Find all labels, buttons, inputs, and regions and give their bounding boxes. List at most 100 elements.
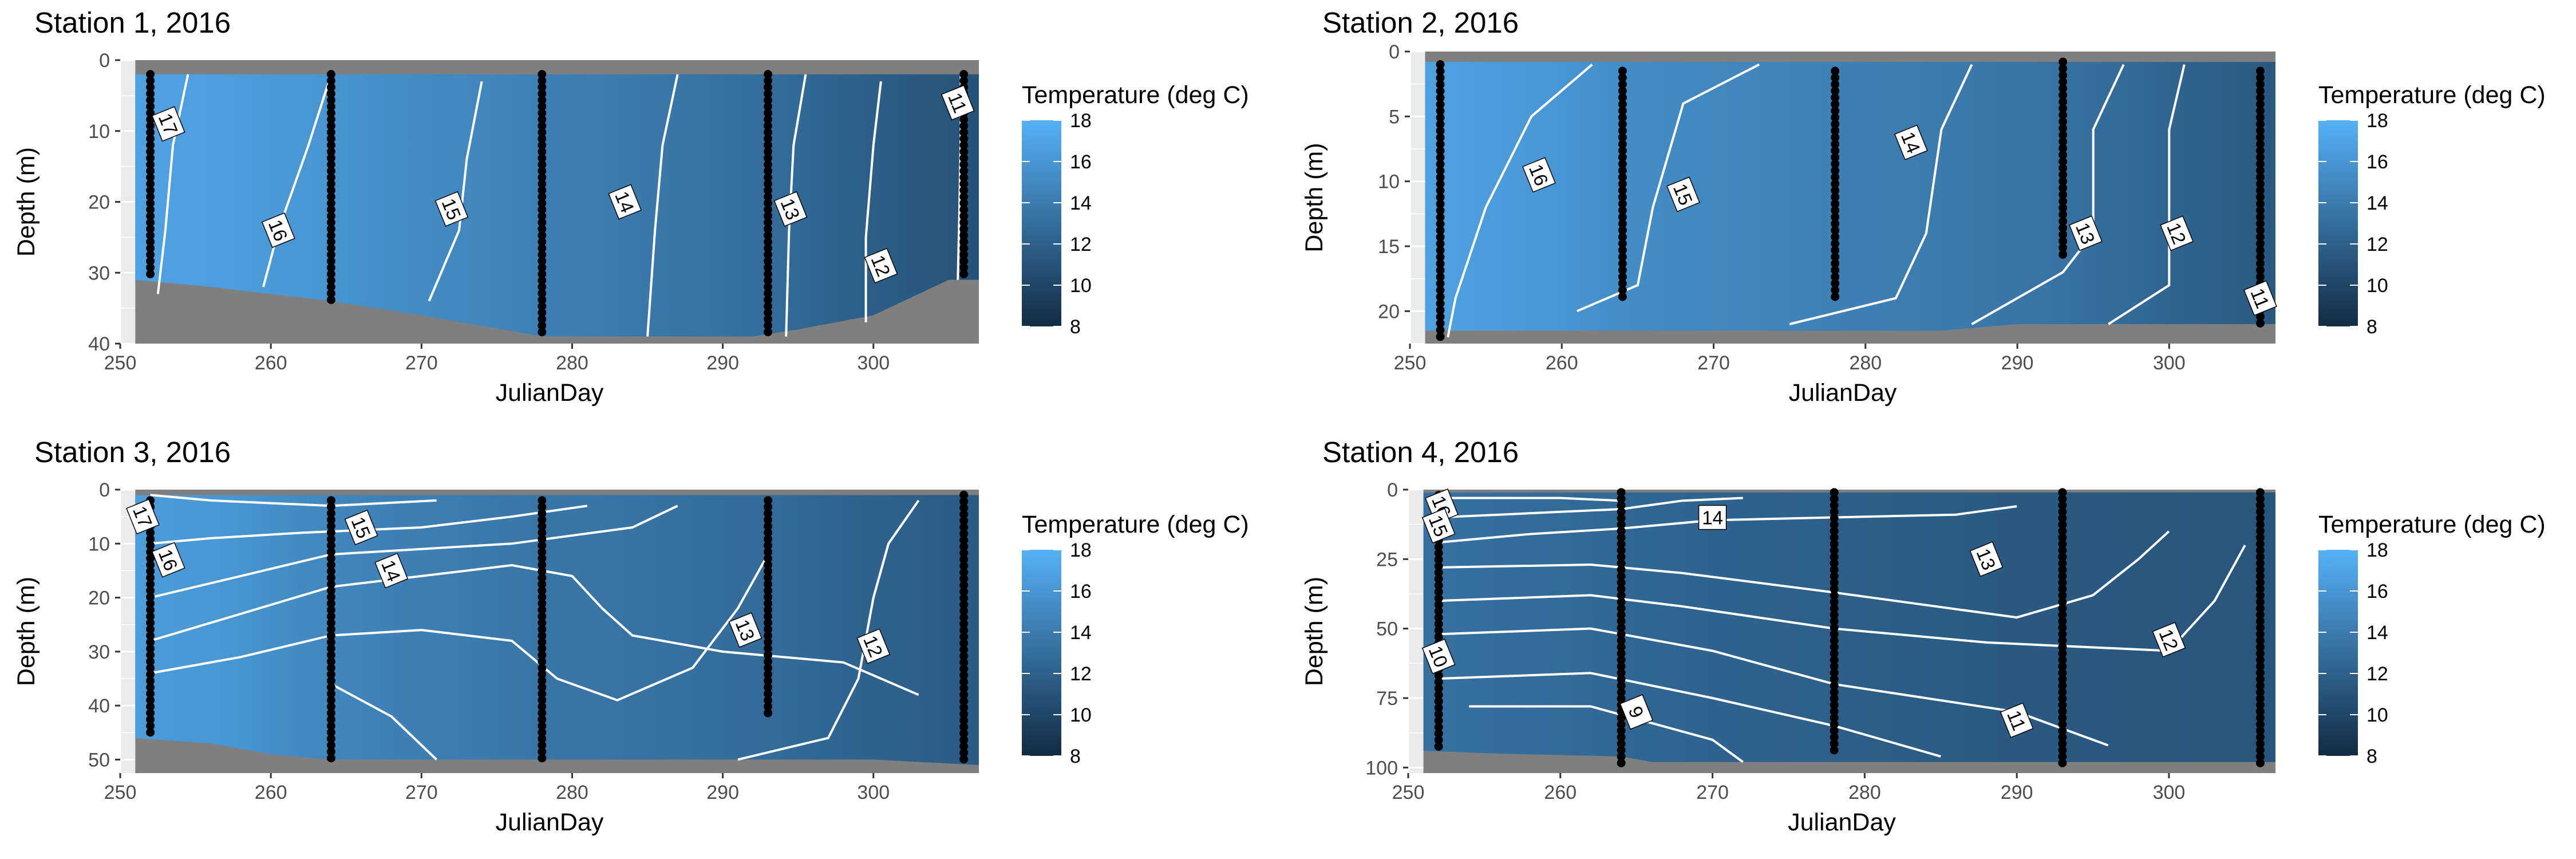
sample-point (326, 231, 335, 240)
sample-point (2059, 150, 2068, 159)
sample-points (146, 490, 969, 764)
sample-point (146, 96, 155, 105)
sample-point (326, 708, 335, 718)
sample-point (2058, 707, 2067, 716)
y-axis: 0 5 10 15 20 Depth (m) (1301, 41, 1410, 322)
sample-point (2058, 501, 2067, 510)
contour-label-box (864, 247, 898, 283)
legend-title: Temperature (deg C) (2318, 511, 2546, 538)
sample-point (959, 690, 969, 699)
sample-point (326, 747, 335, 756)
sample-point (2255, 591, 2265, 600)
contour-line-15 (150, 505, 678, 599)
sample-point (764, 612, 773, 621)
sample-point (326, 580, 335, 589)
sample-point (1831, 80, 1840, 89)
sample-point (2059, 164, 2068, 173)
sample-point (1434, 684, 1443, 693)
sample-point (2255, 212, 2265, 222)
sample-point (1831, 146, 1840, 155)
sample-point (146, 534, 155, 543)
sample-point (326, 612, 335, 621)
sample-point (764, 108, 773, 117)
sample-point (1436, 153, 1445, 162)
contour-label: 12 (856, 628, 891, 664)
sample-point (764, 173, 773, 182)
contour-line-13 (1439, 530, 2170, 619)
sample-point (764, 573, 773, 582)
contour-line-12 (864, 81, 882, 322)
contour-line-17 (156, 74, 189, 294)
sample-point (1830, 507, 1839, 517)
x-axis-label: JulianDay (496, 809, 604, 836)
sample-point (2059, 131, 2068, 140)
sample-point (326, 160, 335, 169)
sample-point (1434, 549, 1443, 558)
contour-label-box (1619, 694, 1654, 730)
sample-point (1831, 226, 1840, 235)
sample-point (326, 70, 335, 79)
y-axis: 0 10 20 30 40 Depth (m) (13, 50, 120, 355)
sample-point (1434, 703, 1443, 712)
contour-line-12 (1439, 545, 2246, 652)
sample-point (2058, 746, 2067, 755)
y-tick-label: 5 (1389, 106, 1400, 128)
sample-point (1830, 514, 1839, 523)
sample-point (326, 567, 335, 576)
sample-point (538, 599, 547, 608)
sample-point (1434, 581, 1443, 590)
sample-point (326, 554, 335, 563)
x-tick-label: 260 (255, 782, 287, 803)
sample-point (1436, 160, 1445, 169)
sample-point (326, 573, 335, 582)
sample-point (1618, 153, 1627, 162)
sample-point (1617, 494, 1626, 503)
sample-point (959, 218, 969, 227)
sample-point (2058, 758, 2067, 767)
sample-point (1434, 568, 1443, 577)
sample-point (146, 257, 155, 266)
sample-point (1434, 723, 1443, 732)
sample-point (1617, 643, 1626, 652)
sample-point (1436, 319, 1445, 328)
sample-point (1830, 533, 1839, 542)
sample-point (538, 121, 547, 131)
sample-point (538, 728, 547, 737)
sample-point (2255, 668, 2265, 677)
contour-label-box (1421, 507, 1456, 544)
sample-point (538, 308, 547, 317)
sample-point (146, 128, 155, 137)
sample-point (959, 147, 969, 156)
x-axis: 250 260 270 280 290 300 JulianDay (1392, 773, 2185, 836)
sample-point (146, 179, 155, 188)
sample-point (146, 618, 155, 628)
sample-point (1617, 649, 1626, 658)
sample-point (764, 295, 773, 304)
sample-point (1618, 120, 1627, 129)
sample-point (326, 276, 335, 285)
y-tick-label: 25 (1376, 549, 1398, 570)
sample-point (1617, 629, 1626, 639)
sample-point (326, 631, 335, 640)
legend-colorbar (2318, 120, 2358, 326)
sample-point (326, 173, 335, 182)
sample-point (1618, 133, 1627, 142)
sample-point (2059, 170, 2068, 179)
sample-point (764, 257, 773, 266)
contour-label-box (1698, 505, 1727, 530)
sample-point (1436, 66, 1445, 76)
sample-point (326, 121, 335, 131)
sample-point (2255, 739, 2265, 748)
contour-lines (1439, 497, 2246, 763)
contour-line-11 (1439, 627, 2109, 747)
x-tick-label: 300 (857, 782, 890, 803)
sample-point (1831, 292, 1840, 301)
sample-point (538, 708, 547, 718)
sample-point (764, 534, 773, 543)
sample-point (146, 605, 155, 614)
sample-point (1436, 233, 1445, 242)
sample-point (1831, 86, 1840, 96)
x-tick-label: 280 (556, 782, 588, 803)
sample-point (2058, 578, 2067, 587)
